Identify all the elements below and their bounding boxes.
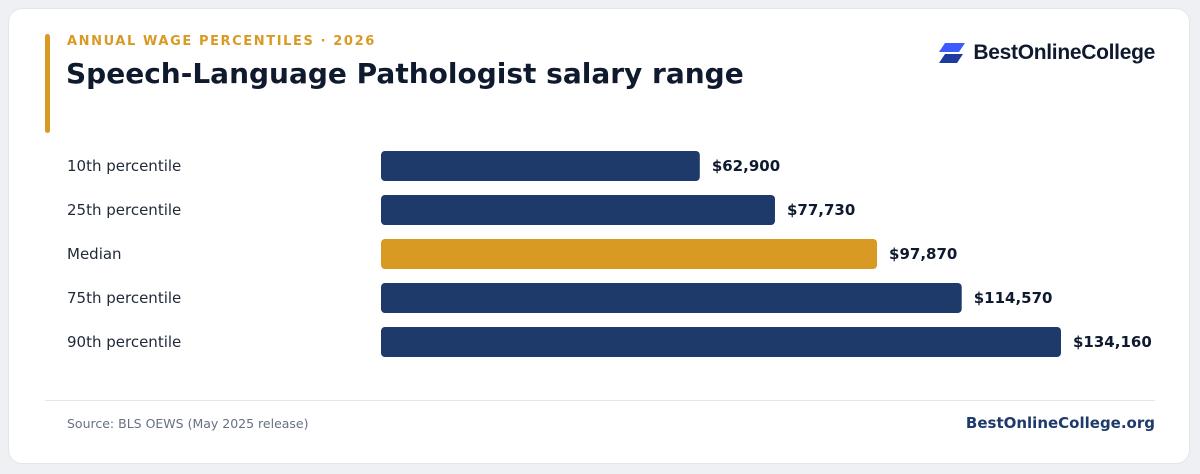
eyebrow-label: ANNUAL WAGE PERCENTILES · 2026 <box>67 34 376 49</box>
bar <box>381 151 700 181</box>
brand-logo: BestOnlineCollege <box>939 41 1155 65</box>
chart-card: ANNUAL WAGE PERCENTILES · 2026 Speech-La… <box>8 8 1190 464</box>
value-label: $114,570 <box>974 289 1053 307</box>
stacked-parallelogram-logo-icon <box>939 43 966 63</box>
footer-divider <box>45 400 1155 401</box>
bar <box>381 283 962 313</box>
category-label: 90th percentile <box>67 333 181 351</box>
category-label: Median <box>67 245 122 263</box>
value-label: $62,900 <box>712 157 780 175</box>
category-label: 75th percentile <box>67 289 181 307</box>
value-label: $134,160 <box>1073 333 1152 351</box>
chart-title: Speech-Language Pathologist salary range <box>66 57 744 90</box>
value-label: $77,730 <box>787 201 855 219</box>
bar <box>381 327 1061 357</box>
salary-bar-chart: 10th percentile $62,900 25th percentile $77… <box>67 151 1152 357</box>
value-label: $97,870 <box>889 245 957 263</box>
category-label: 10th percentile <box>67 157 181 175</box>
bar <box>381 239 878 269</box>
category-label: 25th percentile <box>67 201 181 219</box>
bar <box>381 195 775 225</box>
source-note: Source: BLS OEWS (May 2025 release) <box>67 416 309 431</box>
site-url: BestOnlineCollege.org <box>965 414 1155 432</box>
logo-text: BestOnlineCollege <box>973 41 1155 64</box>
accent-bar <box>45 34 50 133</box>
